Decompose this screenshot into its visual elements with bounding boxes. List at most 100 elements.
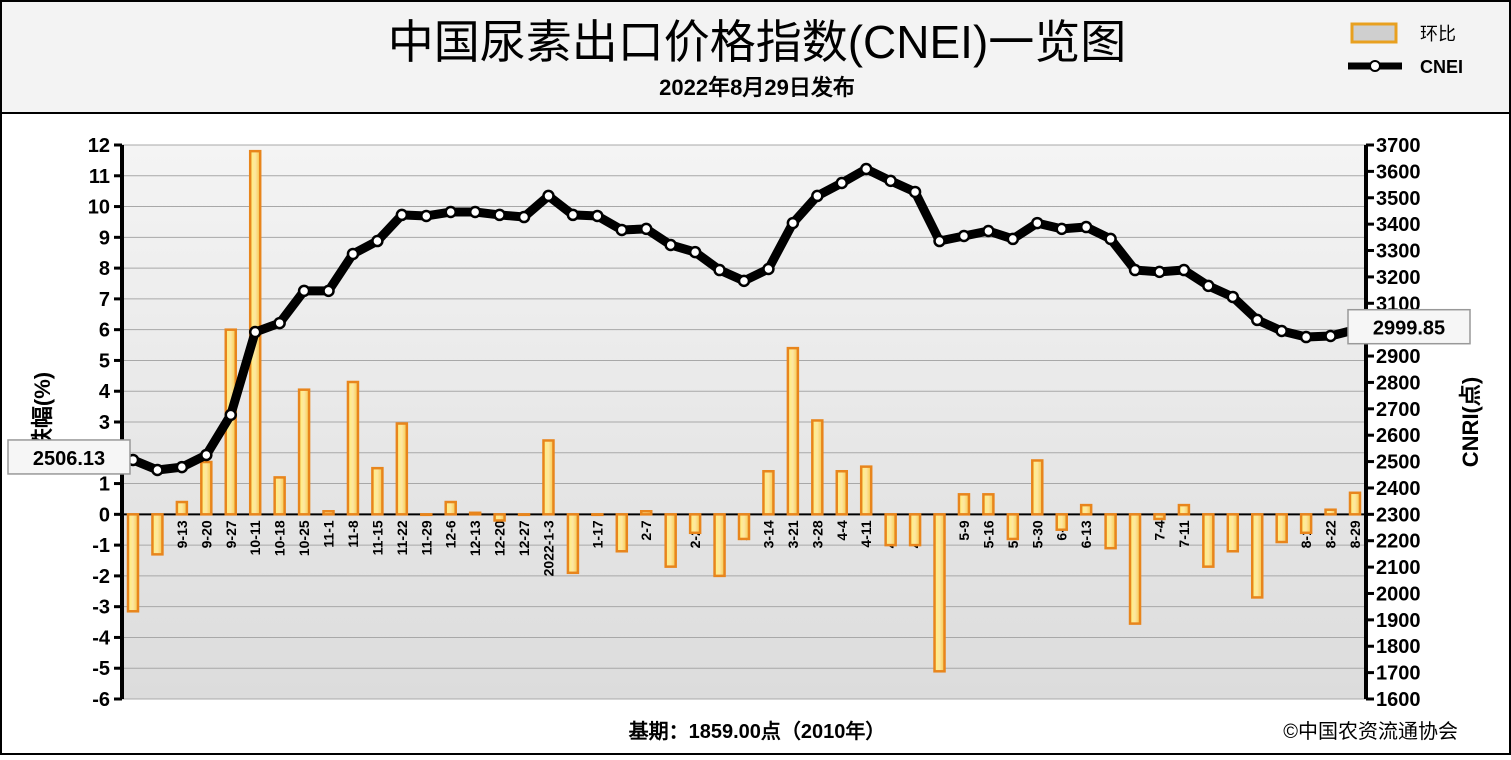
bar	[639, 510, 653, 516]
x-tick-label: 9-13	[174, 520, 190, 548]
bar	[664, 513, 677, 568]
bar	[566, 513, 580, 575]
line-marker	[444, 205, 457, 219]
x-tick-label: 3-14	[760, 520, 776, 548]
y2-tick-label: 2600	[1376, 425, 1421, 447]
y2-tick-label: 2900	[1376, 346, 1421, 368]
bar	[908, 513, 922, 547]
line-marker	[933, 234, 946, 248]
footer-copyright: ©中国农资流通协会	[1283, 720, 1458, 743]
x-tick-label: 7-4	[1151, 520, 1167, 540]
y2-tick-label: 2800	[1376, 372, 1421, 394]
line-marker	[566, 208, 580, 222]
y2-tick-label: 2300	[1376, 504, 1421, 526]
x-tick-label: 2-7	[638, 520, 654, 540]
line-marker	[151, 463, 164, 477]
value-label-box	[7, 439, 131, 475]
x-tick-label: 6-13	[1078, 520, 1094, 548]
line-marker	[1299, 330, 1313, 344]
bar	[297, 388, 311, 516]
line-marker	[420, 209, 433, 223]
x-tick-label: 11-1	[321, 520, 337, 547]
line-marker	[615, 223, 629, 237]
y-tick-label: 9	[99, 227, 110, 249]
x-tick-label: 9-27	[223, 520, 239, 548]
bar	[175, 500, 189, 516]
legend-marker	[1369, 60, 1381, 72]
y2-tick-label: 2000	[1376, 583, 1421, 605]
y-tick-label: 1	[99, 474, 110, 496]
bar	[591, 513, 604, 517]
bar	[957, 493, 971, 516]
bar	[468, 511, 482, 516]
line-marker	[248, 325, 262, 339]
line-marker	[200, 448, 213, 462]
y-tick-label: -2	[92, 566, 110, 588]
x-tick-label: 10-25	[296, 520, 312, 556]
line-marker	[322, 284, 335, 298]
x-tick-label: 12-27	[516, 520, 532, 556]
x-tick-label: 5-9	[956, 520, 972, 540]
y2-tick-label: 1600	[1376, 689, 1421, 711]
legend-swatch-bar	[1350, 22, 1398, 44]
bar	[420, 513, 433, 517]
y2-axis-label: CNRI(点)	[1458, 377, 1483, 467]
legend: 环比 CNEI	[1348, 22, 1463, 77]
line-marker	[224, 408, 238, 422]
bar	[346, 380, 360, 516]
line-marker	[395, 208, 409, 222]
y-tick-label: 8	[99, 258, 110, 280]
y2-tick-label: 3400	[1376, 214, 1421, 236]
x-tick-label: 11-29	[418, 520, 434, 555]
x-tick-label: 10-11	[247, 520, 263, 555]
line-marker	[639, 222, 653, 236]
y2-tick-label: 3500	[1376, 188, 1421, 210]
value-label-box	[1347, 308, 1471, 345]
bar	[444, 500, 457, 516]
y2-tick-label: 1700	[1376, 663, 1421, 685]
y2-tick-label: 3300	[1376, 241, 1421, 263]
y-tick-label: 5	[99, 350, 110, 372]
line-marker	[1153, 265, 1166, 279]
bar	[762, 469, 775, 516]
x-tick-label: 5-30	[1029, 520, 1045, 548]
bar	[713, 513, 726, 578]
bar	[517, 513, 531, 517]
line-marker	[786, 216, 800, 230]
line-marker	[982, 224, 995, 238]
line-marker	[859, 162, 873, 176]
x-tick-label: 9-20	[198, 520, 214, 548]
y-tick-label: -4	[92, 627, 111, 649]
line-marker	[1055, 222, 1068, 236]
x-tick-label: 5-16	[980, 520, 996, 548]
line-marker	[591, 209, 604, 223]
bar	[1202, 513, 1215, 568]
line-marker	[1177, 263, 1191, 277]
bar	[273, 476, 286, 516]
line-marker	[908, 185, 922, 199]
line-marker	[468, 205, 482, 219]
x-tick-label: 2022-1-3	[540, 520, 556, 576]
line-marker	[1128, 263, 1142, 277]
y2-tick-label: 3700	[1376, 135, 1421, 157]
x-tick-label: 12-20	[492, 520, 508, 556]
bar	[1250, 513, 1264, 599]
bar	[126, 513, 140, 613]
x-tick-label: 1-17	[589, 520, 605, 548]
line-marker	[664, 238, 677, 252]
bar	[1275, 513, 1288, 544]
bar	[151, 513, 164, 556]
bar	[1299, 513, 1313, 535]
line-marker	[297, 284, 311, 298]
y-tick-label: 11	[89, 166, 110, 188]
line-marker	[762, 262, 775, 276]
line-marker	[1250, 313, 1264, 327]
y-tick-label: 12	[88, 135, 110, 157]
bar	[859, 465, 873, 516]
line-marker	[1275, 324, 1288, 338]
bar	[200, 460, 213, 516]
y-tick-label: -6	[92, 689, 110, 711]
line-marker	[1202, 279, 1215, 293]
